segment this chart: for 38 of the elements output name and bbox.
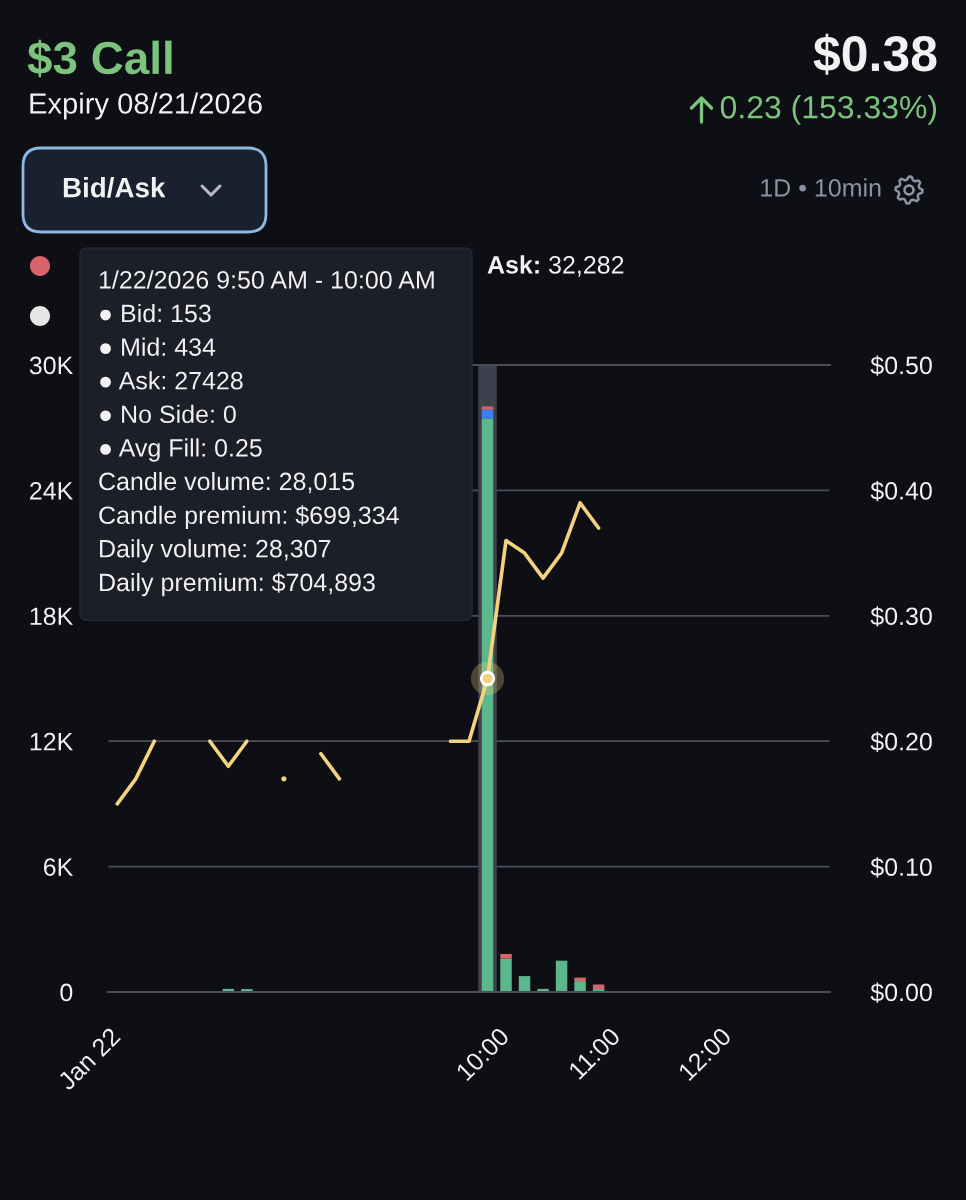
text: Bid/Ask <box>63 177 166 198</box>
y2-tick-label: $0.30 <box>870 606 932 627</box>
annotation: ● Ask: 27428 <box>100 371 243 390</box>
annotation: ● No Side: 0 <box>100 404 236 424</box>
annotation: Candle volume: 28,015 <box>99 471 355 494</box>
text: 1D • 10min <box>761 178 881 197</box>
chart-title: $3 Call <box>27 39 172 78</box>
text: 0.23 (153.33%) <box>720 95 937 125</box>
bar <box>574 981 586 992</box>
text: Ask: 32,282 <box>487 255 624 277</box>
bar <box>518 976 531 992</box>
text: 1/22/2026 9:50 AM - 10:00 AM <box>99 270 434 289</box>
y-tick-label: 12K <box>30 732 73 751</box>
bar <box>481 406 494 410</box>
y-tick-label: 0 <box>60 983 73 1002</box>
y2-tick-label: $0.20 <box>870 731 932 752</box>
annotation: ● Avg Fill: 0.25 <box>100 438 262 462</box>
y2-tick-label: $0.40 <box>870 480 932 502</box>
y2-tick-label: $0.10 <box>870 857 932 878</box>
chart-subtitle: Expiry 08/21/2026 <box>30 92 262 120</box>
text: ● Bid: 153 <box>100 303 211 323</box>
y-tick-label: 6K <box>43 858 73 876</box>
bar <box>500 953 512 959</box>
bar <box>592 984 605 990</box>
x-tick-label: Jan 22 <box>56 1026 122 1092</box>
bar <box>481 409 494 419</box>
y2-tick-label: $0.00 <box>870 982 932 1003</box>
y-tick-label: 18K <box>30 607 73 626</box>
y-tick-label: 30K <box>29 356 73 375</box>
text: ● Mid: 434 <box>100 337 216 356</box>
annotation: Daily premium: $704,893 <box>100 572 375 597</box>
bar <box>555 960 568 992</box>
text: $0.38 <box>813 33 937 75</box>
y-tick-label: 24K <box>30 482 73 500</box>
annotation: Daily volume: 28,307 <box>100 539 331 563</box>
y2-tick-label: $0.50 <box>870 355 932 376</box>
bar <box>500 958 512 992</box>
annotation: Candle premium: $699,334 <box>99 505 399 530</box>
